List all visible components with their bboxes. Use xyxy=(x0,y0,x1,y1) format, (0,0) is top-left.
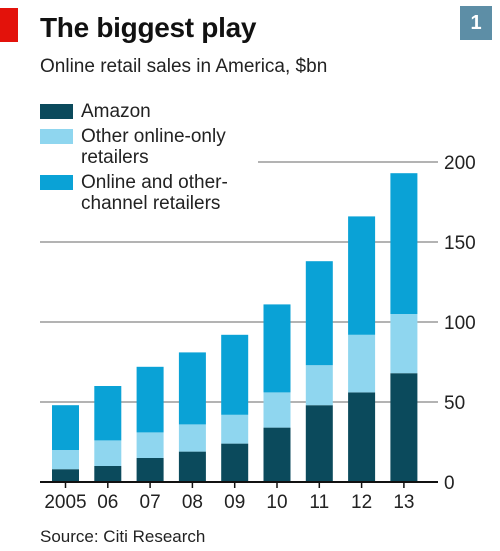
bar-amazon-09 xyxy=(221,443,249,482)
bar-amazon-10 xyxy=(263,427,291,482)
legend-swatch-online-and-other-channel xyxy=(40,175,73,190)
x-tick-label-10: 10 xyxy=(266,492,287,513)
y-tick-label-50: 50 xyxy=(444,393,465,414)
source-note: Source: Citi Research xyxy=(40,527,206,546)
bar-online-and-other-channel-06 xyxy=(94,386,122,441)
legend-label-amazon: Amazon xyxy=(81,101,151,122)
bar-amazon-11 xyxy=(305,405,333,482)
bar-amazon-07 xyxy=(136,458,164,482)
x-tick-label-11: 11 xyxy=(309,492,329,513)
legend: Amazon Other online-only retailers Online… xyxy=(40,101,300,218)
bar-other-online-only-10 xyxy=(263,392,291,428)
bar-online-and-other-channel-13 xyxy=(390,173,418,314)
bar-amazon-08 xyxy=(178,451,206,482)
bar-online-and-other-channel-11 xyxy=(305,261,333,366)
y-tick-label-100: 100 xyxy=(444,313,476,334)
bar-online-and-other-channel-07 xyxy=(136,366,164,433)
legend-item-other-online-only: Other online-only retailers xyxy=(40,126,300,168)
y-tick-label-0: 0 xyxy=(444,473,455,494)
bar-other-online-only-07 xyxy=(136,432,164,458)
bar-amazon-06 xyxy=(94,466,122,482)
bar-online-and-other-channel-08 xyxy=(178,352,206,425)
y-tick-label-200: 200 xyxy=(444,153,476,174)
chart-number-badge: 1 xyxy=(460,6,492,40)
legend-label-other-online-only: Other online-only retailers xyxy=(81,126,226,168)
x-tick-label-07: 07 xyxy=(140,492,161,513)
legend-swatch-other-online-only xyxy=(40,129,73,144)
bar-online-and-other-channel-12 xyxy=(348,216,376,335)
chart-subtitle: Online retail sales in America, $bn xyxy=(40,56,328,77)
bar-other-online-only-09 xyxy=(221,414,249,444)
legend-label-online-and-other-channel: Online and other-channel retailers xyxy=(81,172,228,214)
bar-other-online-only-12 xyxy=(348,334,376,393)
bar-other-online-only-11 xyxy=(305,365,333,406)
x-tick-label-13: 13 xyxy=(393,492,414,513)
bar-other-online-only-13 xyxy=(390,314,418,374)
y-tick-label-150: 150 xyxy=(444,233,476,254)
bar-amazon-2005 xyxy=(52,469,79,482)
bar-online-and-other-channel-2005 xyxy=(52,405,79,450)
legend-item-amazon: Amazon xyxy=(40,101,300,122)
x-tick-label-06: 06 xyxy=(97,492,118,513)
bar-amazon-12 xyxy=(348,392,376,482)
x-tick-label-2005: 2005 xyxy=(44,492,86,513)
bar-other-online-only-06 xyxy=(94,440,122,466)
accent-tab xyxy=(0,8,18,42)
chart-title: The biggest play xyxy=(40,12,257,43)
bar-online-and-other-channel-10 xyxy=(263,304,291,393)
bar-other-online-only-2005 xyxy=(52,450,79,470)
x-tick-label-09: 09 xyxy=(224,492,245,513)
bars xyxy=(52,173,418,482)
bar-online-and-other-channel-09 xyxy=(221,334,249,415)
x-tick-label-12: 12 xyxy=(351,492,372,513)
legend-item-online-and-other-channel: Online and other-channel retailers xyxy=(40,172,300,214)
bar-other-online-only-08 xyxy=(178,424,206,452)
x-tick-label-08: 08 xyxy=(182,492,203,513)
legend-swatch-amazon xyxy=(40,104,73,119)
axes: 0 50 100 150 200 2005 06 07 08 09 10 11 12 13 xyxy=(40,153,476,513)
bar-amazon-13 xyxy=(390,373,418,482)
